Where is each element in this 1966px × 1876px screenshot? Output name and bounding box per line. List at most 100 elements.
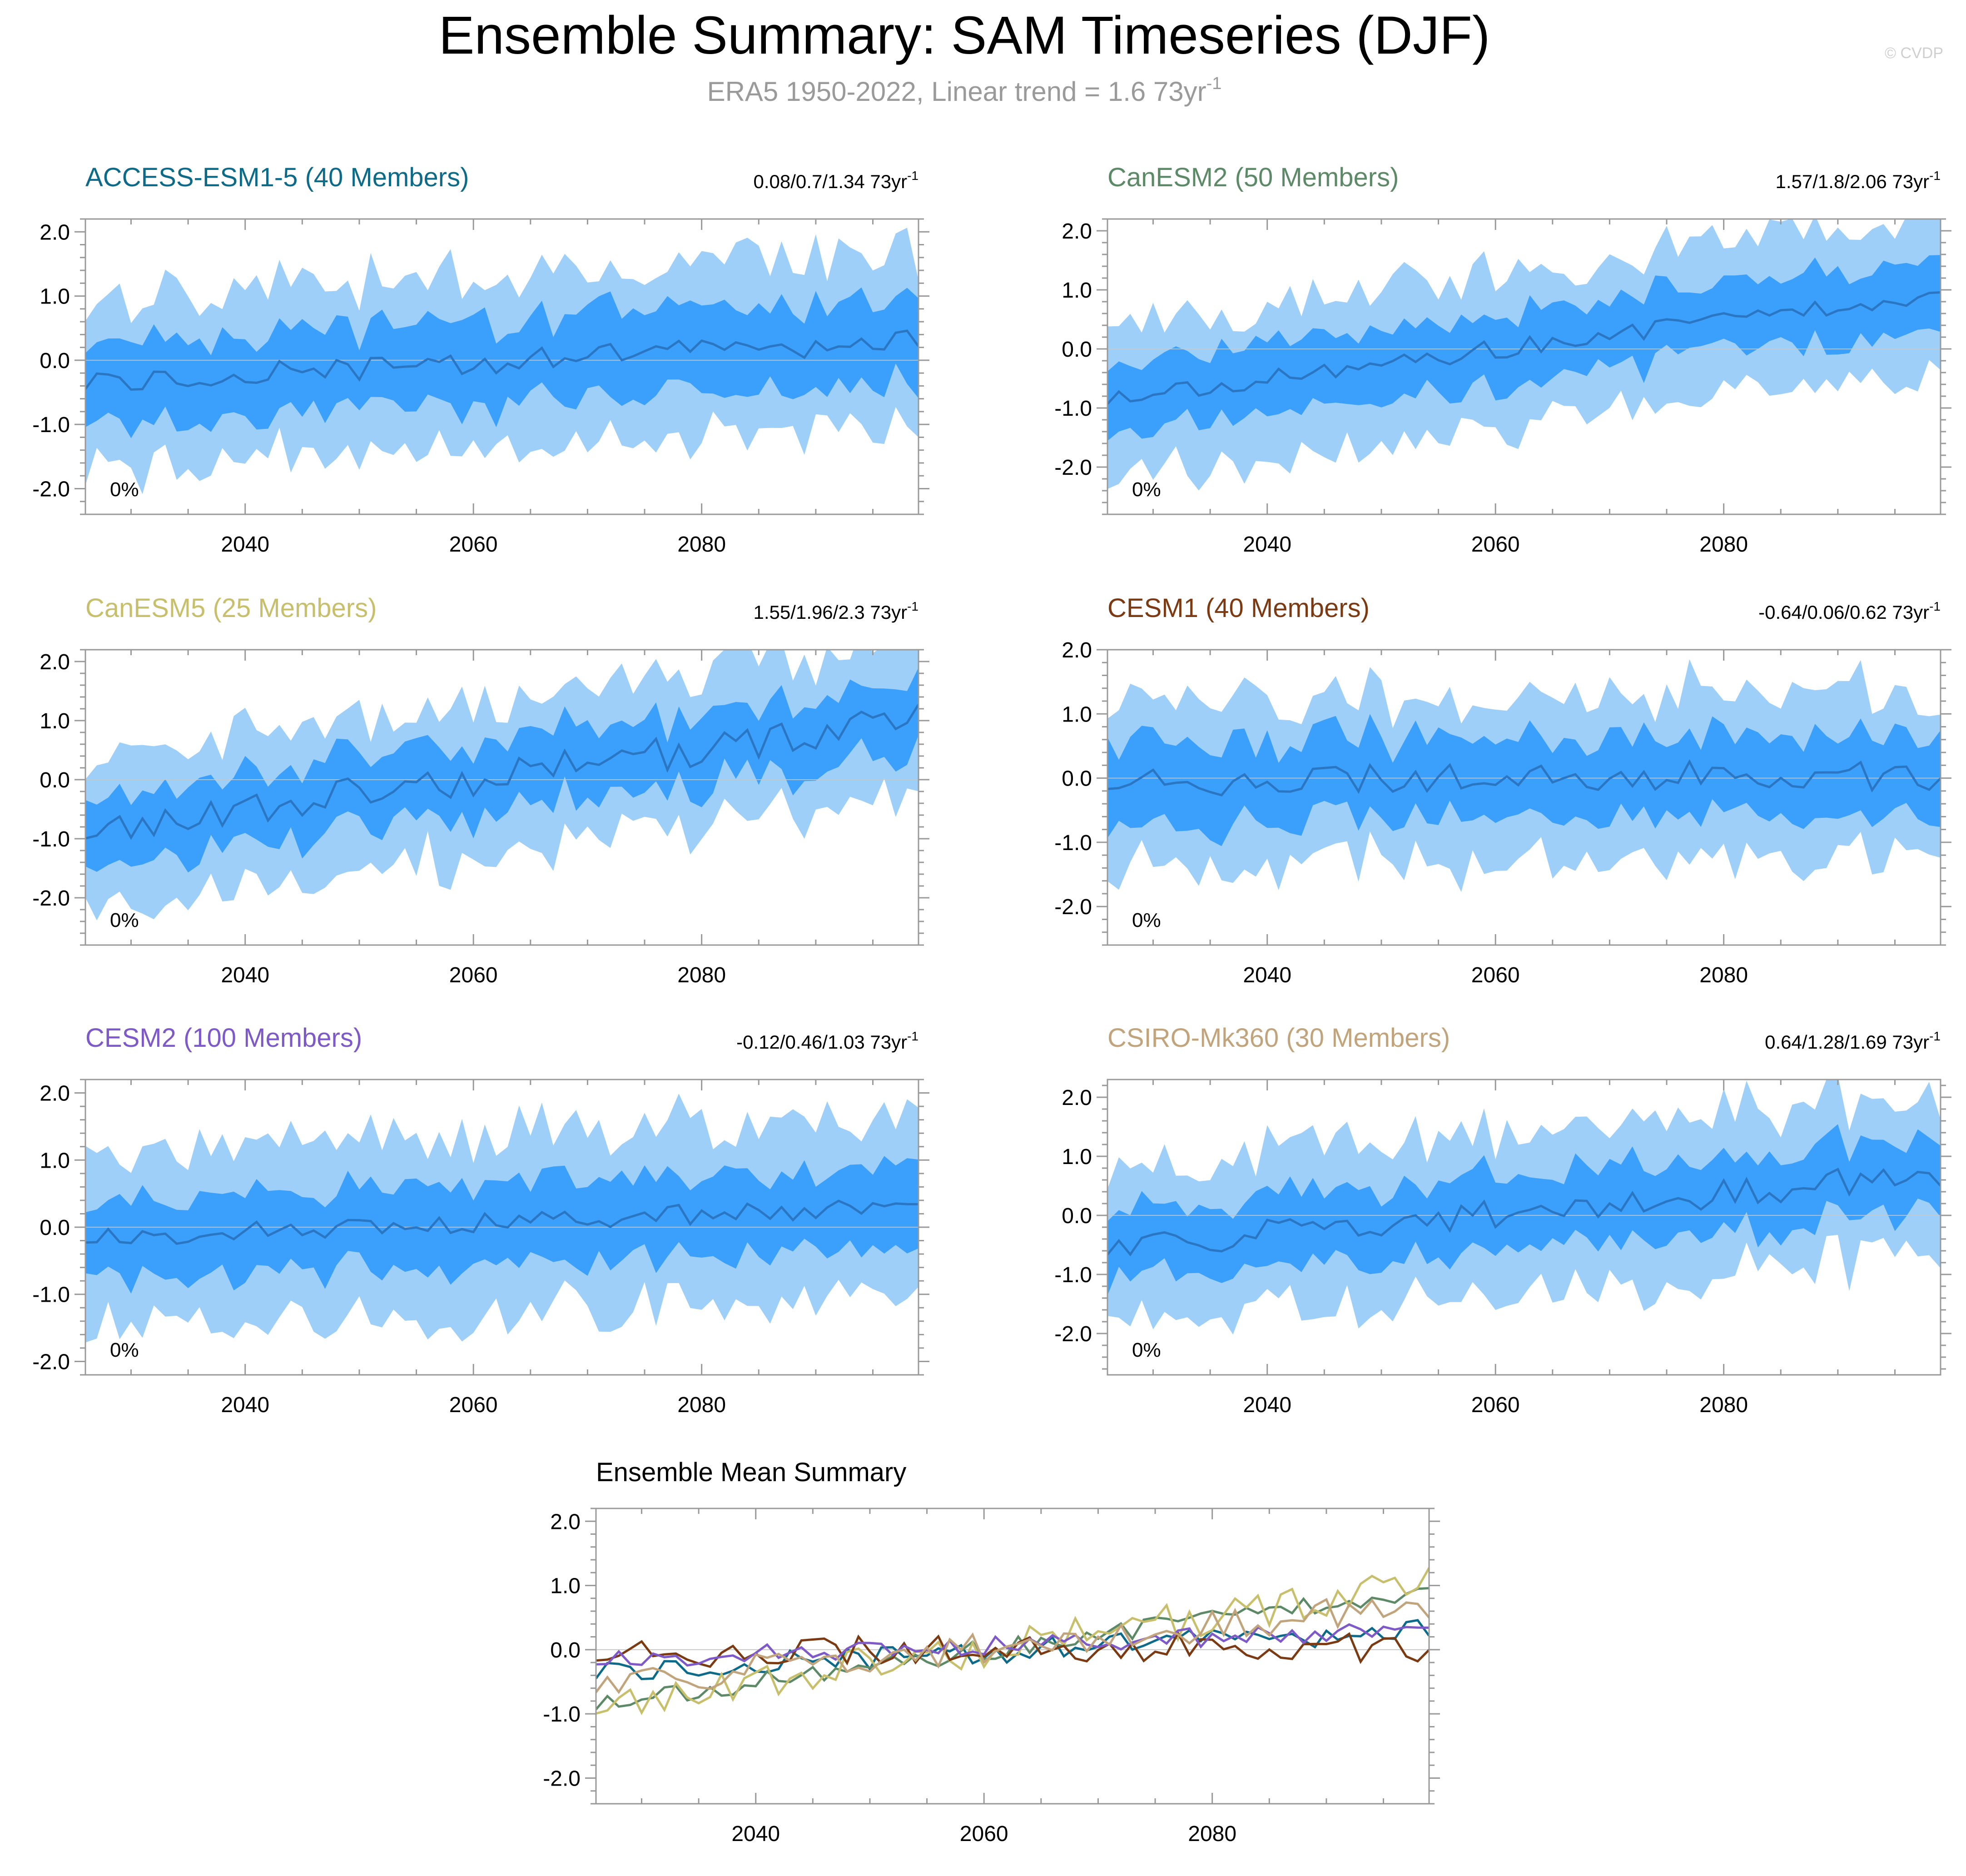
y-tick-label: 0.0 [40,349,70,373]
plot-area [1107,659,1941,892]
trend-label: -0.12/0.46/1.03 73yr-1 [736,1029,918,1053]
trend-unit-sup: -1 [1929,169,1941,183]
y-tick-label: 0.0 [1062,1204,1092,1228]
model-panel: 2040 2060 2080 2.0 1.0 0.0 -1.0 -2.0 CanESM2 (50… [1054,163,1951,557]
ensemble-mean-line [1107,291,1941,405]
y-tick-label: 0.0 [550,1638,581,1662]
trend-unit-sup: -1 [1929,599,1941,613]
percent-label: 0% [110,478,139,501]
trend-label: -0.64/0.06/0.62 73yr-1 [1758,599,1941,623]
y-tick-label: -2.0 [32,1350,70,1374]
trend-label: 1.55/1.96/2.3 73yr-1 [754,599,919,623]
x-tick-label: 2040 [221,963,269,987]
model-panel: 2040 2060 2080 2.0 1.0 0.0 -1.0 -2.0 CSIRO-Mk360… [1054,1023,1951,1417]
series-line-csiro-mk360 [596,1597,1429,1694]
ensemble-mean-line [1107,759,1941,796]
x-tick-label: 2080 [1188,1822,1236,1846]
inner-spread-band [85,287,918,438]
panel-title: CESM1 (40 Members) [1107,593,1370,623]
plot-area [1107,219,1941,491]
y-tick-label: 0.0 [40,1216,70,1240]
figure-title: Ensemble Summary: SAM Timeseries (DJF) [439,5,1490,65]
plot-frame [84,649,919,946]
y-tick-label: -2.0 [1054,1322,1092,1346]
y-tick-label: 2.0 [550,1510,581,1534]
trend-value: -0.12/0.46/1.03 73yr [736,1031,907,1053]
x-tick-label: 2080 [1699,1393,1748,1417]
panel-title: CanESM5 (25 Members) [85,593,377,623]
y-tick-label: -1.0 [32,413,70,437]
x-tick-label: 2040 [221,1393,269,1417]
y-tick-label: 1.0 [40,285,70,309]
y-tick-label: 2.0 [1062,219,1092,244]
inner-spread-band [85,667,918,873]
x-tick-label: 2040 [221,532,269,557]
y-tick-label: -1.0 [32,1283,70,1307]
inner-spread-band [1107,1124,1941,1296]
watermark: © CVDP [1885,45,1943,62]
trend-label: 0.08/0.7/1.34 73yr-1 [754,169,919,192]
panel-title: Ensemble Mean Summary [596,1458,906,1487]
y-tick-label: 1.0 [1062,1145,1092,1169]
trend-label: 0.64/1.28/1.69 73yr-1 [1765,1029,1941,1053]
plot-frame [1107,649,1941,946]
y-tick-label: -2.0 [543,1767,581,1791]
x-tick-label: 2060 [449,532,498,557]
y-tick-label: 0.0 [40,768,70,792]
trend-unit-sup: -1 [907,169,918,183]
y-tick-label: -1.0 [1054,397,1092,421]
model-panel: 2040 2060 2080 2.0 1.0 0.0 -1.0 -2.0 CanESM5 (25… [32,593,929,987]
subtitle-sup: -1 [1206,74,1222,93]
percent-label: 0% [1132,1339,1161,1361]
panel-title: CSIRO-Mk360 (30 Members) [1107,1023,1450,1053]
y-tick-label: 2.0 [1062,638,1092,662]
inner-spread-band [1107,255,1941,441]
y-tick-label: 2.0 [1062,1086,1092,1110]
x-tick-label: 2040 [1243,1393,1291,1417]
y-tick-label: -1.0 [1054,831,1092,855]
series-line-cesm2 [596,1623,1429,1667]
plot-area [85,650,918,921]
y-tick-label: 0.0 [1062,767,1092,791]
plot-area [596,1567,1429,1715]
series-line-canesm5 [596,1567,1429,1715]
y-tick-label: -2.0 [1054,895,1092,919]
x-tick-label: 2060 [1471,963,1520,987]
trend-value: 0.08/0.7/1.34 73yr [754,171,908,192]
trend-unit-sup: -1 [907,599,918,613]
y-tick-label: 2.0 [40,1082,70,1106]
percent-label: 0% [110,1339,139,1361]
y-tick-label: -2.0 [32,477,70,501]
y-tick-label: -2.0 [1054,456,1092,480]
y-tick-label: -1.0 [543,1702,581,1727]
trend-value: 1.55/1.96/2.3 73yr [754,602,908,623]
figure-subtitle: ERA5 1950-2022, Linear trend = 1.6 73yr-… [707,74,1222,107]
ensemble-mean-line [1107,1168,1941,1257]
panels: 2040 2060 2080 2.0 1.0 0.0 -1.0 -2.0 ACCESS-ESM1… [32,163,1951,1846]
x-tick-label: 2080 [1699,532,1748,557]
trend-unit-sup: -1 [1929,1029,1941,1043]
x-tick-label: 2060 [1471,1393,1520,1417]
plot-frame [595,1508,1430,1805]
x-tick-label: 2040 [731,1822,780,1846]
trend-value: -0.64/0.06/0.62 73yr [1758,602,1929,623]
plot-area [85,1094,918,1343]
y-tick-label: 1.0 [40,709,70,733]
y-tick-label: 1.0 [1062,702,1092,727]
plot-area [1107,1080,1941,1335]
x-tick-label: 2060 [449,1393,498,1417]
trend-value: 1.57/1.8/2.06 73yr [1776,171,1930,192]
panel-title: CESM2 (100 Members) [85,1023,362,1053]
y-tick-label: 2.0 [40,220,70,244]
trend-value: 0.64/1.28/1.69 73yr [1765,1031,1929,1053]
model-panel: 2040 2060 2080 2.0 1.0 0.0 -1.0 -2.0 CESM2 (100 … [32,1023,929,1417]
trend-unit-sup: -1 [907,1029,918,1043]
plot-frame [1107,218,1941,515]
x-tick-label: 2080 [677,532,726,557]
y-tick-label: 1.0 [550,1574,581,1598]
percent-label: 0% [110,909,139,931]
y-tick-label: -2.0 [32,886,70,911]
model-panel: 2040 2060 2080 2.0 1.0 0.0 -1.0 -2.0 ACCESS-ESM1… [32,163,929,557]
ensemble-mean-line [85,1199,918,1245]
